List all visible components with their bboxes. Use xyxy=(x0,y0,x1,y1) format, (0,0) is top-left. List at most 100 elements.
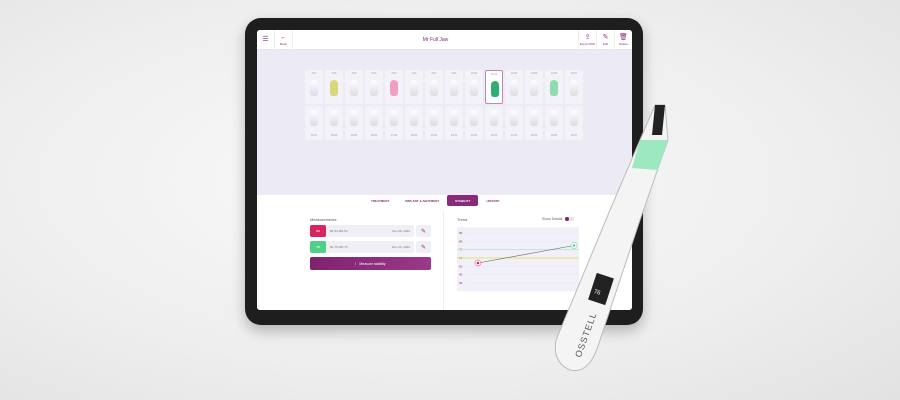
tooth-image xyxy=(310,80,318,96)
tooth-28-44[interactable]: 28/44 xyxy=(365,106,383,140)
tooth-image xyxy=(470,80,478,96)
measure-stability-button[interactable]: ǀ Measure stability xyxy=(310,257,431,270)
isq-badge: 54 xyxy=(310,225,326,237)
back-button[interactable]: ← Back xyxy=(275,30,293,50)
tooth-image xyxy=(350,80,358,96)
y-tick-label: 90 xyxy=(459,231,463,235)
tooth-23-32[interactable]: 23/32 xyxy=(465,106,483,140)
tooth-3-16[interactable]: 3/16 xyxy=(325,70,343,104)
trend-chart: 90807060504030 xyxy=(457,227,579,291)
tooth-5-14[interactable]: 5/14 xyxy=(365,70,383,104)
tooth-image xyxy=(450,110,458,126)
measurement-detail: BL:75 MD:75 xyxy=(330,245,348,249)
chart-background xyxy=(457,227,579,291)
tooth-image xyxy=(430,80,438,96)
tab-stability[interactable]: STABILITY xyxy=(447,195,479,206)
tooth-29-45[interactable]: 29/45 xyxy=(345,106,363,140)
measurement-detail: BL:54 MD:54 xyxy=(330,229,348,233)
tooth-27-43[interactable]: 27/43 xyxy=(385,106,403,140)
tooth-image xyxy=(350,110,358,126)
edit-button[interactable]: ✎ Edit xyxy=(596,30,614,50)
tooth-label: 6/13 xyxy=(391,72,397,75)
tooth-6-13[interactable]: 6/13 xyxy=(385,70,403,104)
y-tick-label: 40 xyxy=(459,273,463,277)
tooth-label: 30/46 xyxy=(330,134,338,137)
edit-measurement-button[interactable]: ✎ xyxy=(416,241,431,253)
tooth-label: 23/32 xyxy=(470,134,478,137)
tooth-2-17[interactable]: 2/17 xyxy=(305,70,323,104)
tooth-14-26[interactable]: 14/26 xyxy=(545,70,563,104)
tooth-11-23[interactable]: 11/23 xyxy=(485,70,503,104)
tooth-image xyxy=(390,80,398,96)
tooth-image xyxy=(530,110,538,126)
tooth-label: 29/45 xyxy=(350,134,358,137)
export-pdf-button[interactable]: ⇪ Export PDF xyxy=(578,30,596,50)
tooth-20-35[interactable]: 20/35 xyxy=(525,106,543,140)
page-title: Mr Full Jaw xyxy=(422,36,449,43)
tooth-label: 28/44 xyxy=(370,134,378,137)
tooth-4-15[interactable]: 4/15 xyxy=(345,70,363,104)
tooth-24-31[interactable]: 24/31 xyxy=(445,106,463,140)
back-label: Back xyxy=(280,41,287,46)
tooth-image xyxy=(550,80,558,96)
tab-treatment[interactable]: TREATMENT xyxy=(371,198,390,203)
measurement-row[interactable]: 54 BL:54 MD:54 Nov 28, 2020 xyxy=(310,225,414,237)
probe-icon: ǀ xyxy=(355,261,357,266)
tooth-19-36[interactable]: 19/36 xyxy=(545,106,563,140)
tooth-label: 12/24 xyxy=(510,72,518,75)
tooth-label: 14/26 xyxy=(550,72,558,75)
measurement-date: Dec 20, 2020 xyxy=(392,245,410,249)
tooth-26-42[interactable]: 26/42 xyxy=(405,106,423,140)
trend-line xyxy=(477,245,575,264)
data-point xyxy=(572,244,576,247)
tablet: ☰ ← Back Mr Full Jaw ⇪ Export PDF ✎ Edit 🗑 D… xyxy=(245,18,643,325)
tooth-10-22[interactable]: 10/22 xyxy=(465,70,483,104)
pencil-icon: ✎ xyxy=(602,33,609,41)
tooth-25-41[interactable]: 25/41 xyxy=(425,106,443,140)
tooth-label: 10/22 xyxy=(470,72,478,75)
tooth-18-37[interactable]: 18/37 xyxy=(565,106,583,140)
tooth-8-11[interactable]: 8/11 xyxy=(425,70,443,104)
tooth-9-21[interactable]: 9/21 xyxy=(445,70,463,104)
delete-label: Delete xyxy=(619,41,628,46)
tooth-label: 13/25 xyxy=(530,72,538,75)
app-screen: ☰ ← Back Mr Full Jaw ⇪ Export PDF ✎ Edit 🗑 D… xyxy=(257,30,632,310)
tooth-13-25[interactable]: 13/25 xyxy=(525,70,543,104)
edit-measurement-button[interactable]: ✎ xyxy=(416,225,431,237)
tab-implant-abutment[interactable]: IMPLANT & ABUTMENT xyxy=(405,198,440,203)
measurement-row[interactable]: 75 BL:75 MD:75 Dec 20, 2020 xyxy=(310,241,414,253)
tooth-22-33[interactable]: 22/33 xyxy=(485,106,503,140)
tab-history[interactable]: HISTORY xyxy=(486,198,500,203)
device-display xyxy=(588,272,614,306)
tooth-label: 3/16 xyxy=(331,72,337,75)
show-details-toggle[interactable] xyxy=(565,217,575,221)
tooth-label: 2/17 xyxy=(311,72,317,75)
tooth-12-24[interactable]: 12/24 xyxy=(505,70,523,104)
tooth-image xyxy=(390,110,398,126)
tooth-15-27[interactable]: 15/27 xyxy=(565,70,583,104)
y-tick-label: 80 xyxy=(459,239,463,243)
tooth-label: 19/36 xyxy=(550,134,558,137)
tooth-label: 25/41 xyxy=(430,134,438,137)
tooth-31-47[interactable]: 31/47 xyxy=(305,106,323,140)
tooth-image xyxy=(330,80,338,96)
tooth-image xyxy=(450,80,458,96)
tooth-image xyxy=(570,80,578,96)
tooth-image xyxy=(510,110,518,126)
trend-label: Trend xyxy=(457,217,468,222)
menu-button[interactable]: ☰ xyxy=(257,30,275,50)
tooth-chart: 2/17 3/16 4/15 5/14 6/13 7/12 8/11 9/21 10/22 11/… xyxy=(257,50,632,195)
tooth-image xyxy=(310,110,318,126)
y-tick-label: 50 xyxy=(459,264,463,268)
measure-label: Measure stability xyxy=(359,261,386,266)
tooth-7-12[interactable]: 7/12 xyxy=(405,70,423,104)
tooth-image xyxy=(570,110,578,126)
hamburger-icon: ☰ xyxy=(262,35,269,43)
tooth-30-46[interactable]: 30/46 xyxy=(325,106,343,140)
tooth-label: 18/37 xyxy=(570,134,578,137)
tooth-image xyxy=(370,110,378,126)
trash-icon: 🗑 xyxy=(619,33,628,41)
delete-button[interactable]: 🗑 Delete xyxy=(614,30,632,50)
tooth-image xyxy=(490,110,498,126)
tooth-21-34[interactable]: 21/34 xyxy=(505,106,523,140)
